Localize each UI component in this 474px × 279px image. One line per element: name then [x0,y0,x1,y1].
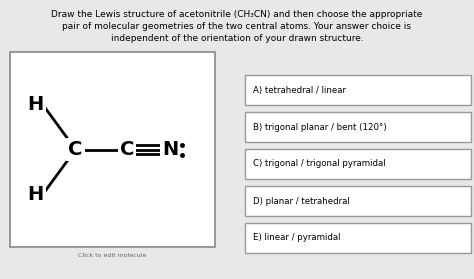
Text: E) linear / pyramidal: E) linear / pyramidal [253,234,340,242]
Text: A) tetrahedral / linear: A) tetrahedral / linear [253,85,346,95]
Text: independent of the orientation of your drawn structure.: independent of the orientation of your d… [110,34,364,43]
FancyBboxPatch shape [245,186,471,216]
FancyBboxPatch shape [10,52,215,247]
Text: C) trigonal / trigonal pyramidal: C) trigonal / trigonal pyramidal [253,160,386,169]
Text: H: H [27,95,44,114]
Text: Click to edit molecule: Click to edit molecule [78,253,146,258]
Text: B) trigonal planar / bent (120°): B) trigonal planar / bent (120°) [253,122,387,131]
Text: H: H [27,185,44,204]
Text: C: C [68,140,83,159]
Text: D) planar / tetrahedral: D) planar / tetrahedral [253,196,350,206]
FancyBboxPatch shape [245,112,471,142]
FancyBboxPatch shape [245,223,471,253]
FancyBboxPatch shape [245,149,471,179]
Text: Draw the Lewis structure of acetonitrile (CH₃CN) and then choose the appropriate: Draw the Lewis structure of acetonitrile… [51,10,423,19]
Text: N: N [162,140,178,159]
Text: pair of molecular geometries of the two central atoms. Your answer choice is: pair of molecular geometries of the two … [63,22,411,31]
Text: C: C [119,140,134,159]
FancyBboxPatch shape [245,75,471,105]
